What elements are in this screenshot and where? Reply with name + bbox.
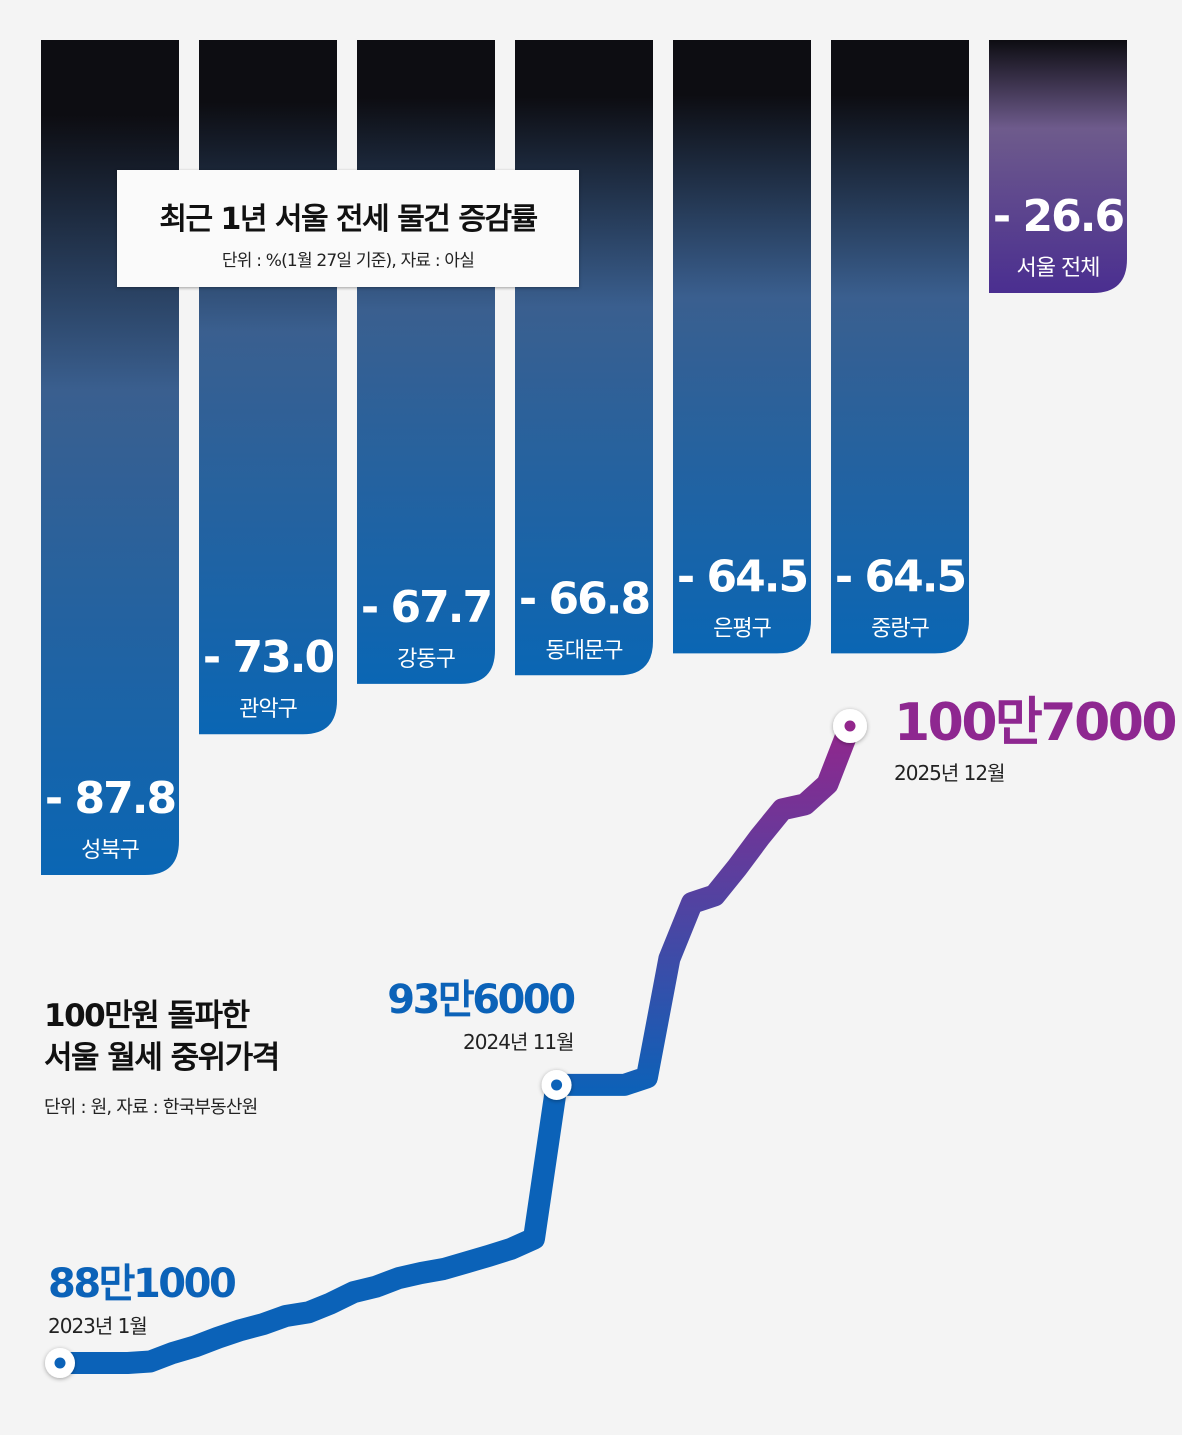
line-layer: 88만1000 2023년 1월 93만6000 2024년 11월 100만7000 2… (45, 693, 1178, 1378)
line-marker-dot-2024-11 (551, 1079, 563, 1091)
annotation-value-2024-11: 93만6000 (387, 977, 574, 1023)
bar-category-label-관악구: 관악구 (239, 697, 297, 722)
bar-category-label-성북구: 성북구 (81, 838, 139, 863)
bar-value-label-성북구: - 87.8 (45, 773, 175, 824)
bar-관악구 (199, 40, 337, 735)
annotation-date-2023-01: 2023년 1월 (48, 1314, 147, 1338)
bar-은평구 (673, 40, 811, 654)
bar-value-label-중랑구: - 64.5 (835, 551, 965, 602)
bar-value-label-강동구: - 67.7 (361, 582, 491, 633)
bar-value-label-서울 전체: - 26.6 (993, 191, 1124, 242)
bar-category-label-서울 전체: 서울 전체 (1017, 256, 1100, 281)
line-chart-title-box: 100만원 돌파한 서울 월세 중위가격 단위 : 원, 자료 : 한국부동산원 (44, 995, 464, 1119)
bar-서울 전체 (989, 40, 1127, 293)
bar-chart-subtitle: 단위 : %(1월 27일 기준), 자료 : 아실 (221, 251, 475, 271)
bar-value-label-관악구: - 73.0 (203, 632, 334, 683)
annotation-value-2023-01: 88만1000 (48, 1261, 235, 1307)
bar-중랑구 (831, 40, 969, 654)
bar-chart-title: 최근 1년 서울 전세 물건 증감률 (159, 202, 538, 237)
bar-value-label-은평구: - 64.5 (677, 551, 807, 602)
bar-chart-title-box: 최근 1년 서울 전세 물건 증감률 단위 : %(1월 27일 기준), 자료… (117, 170, 579, 287)
line-chart-title: 100만원 돌파한 서울 월세 중위가격 (44, 998, 280, 1076)
bar-category-label-중랑구: 중랑구 (871, 616, 929, 641)
annotation-date-2025-12: 2025년 12월 (894, 761, 1005, 785)
price-line (49, 715, 861, 1374)
bar-category-label-강동구: 강동구 (397, 647, 455, 672)
annotation-date-2024-11: 2024년 11월 (463, 1030, 574, 1054)
line-marker-dot-2023-01 (54, 1357, 66, 1369)
bar-category-label-동대문구: 동대문구 (546, 638, 624, 663)
bar-성북구 (41, 40, 179, 875)
bar-value-label-동대문구: - 66.8 (519, 573, 649, 624)
line-chart-subtitle: 단위 : 원, 자료 : 한국부동산원 (44, 1097, 258, 1118)
bar-category-label-은평구: 은평구 (713, 616, 771, 641)
annotation-value-2025-12: 100만7000 (894, 693, 1175, 753)
line-marker-dot-2025-12 (844, 720, 856, 732)
